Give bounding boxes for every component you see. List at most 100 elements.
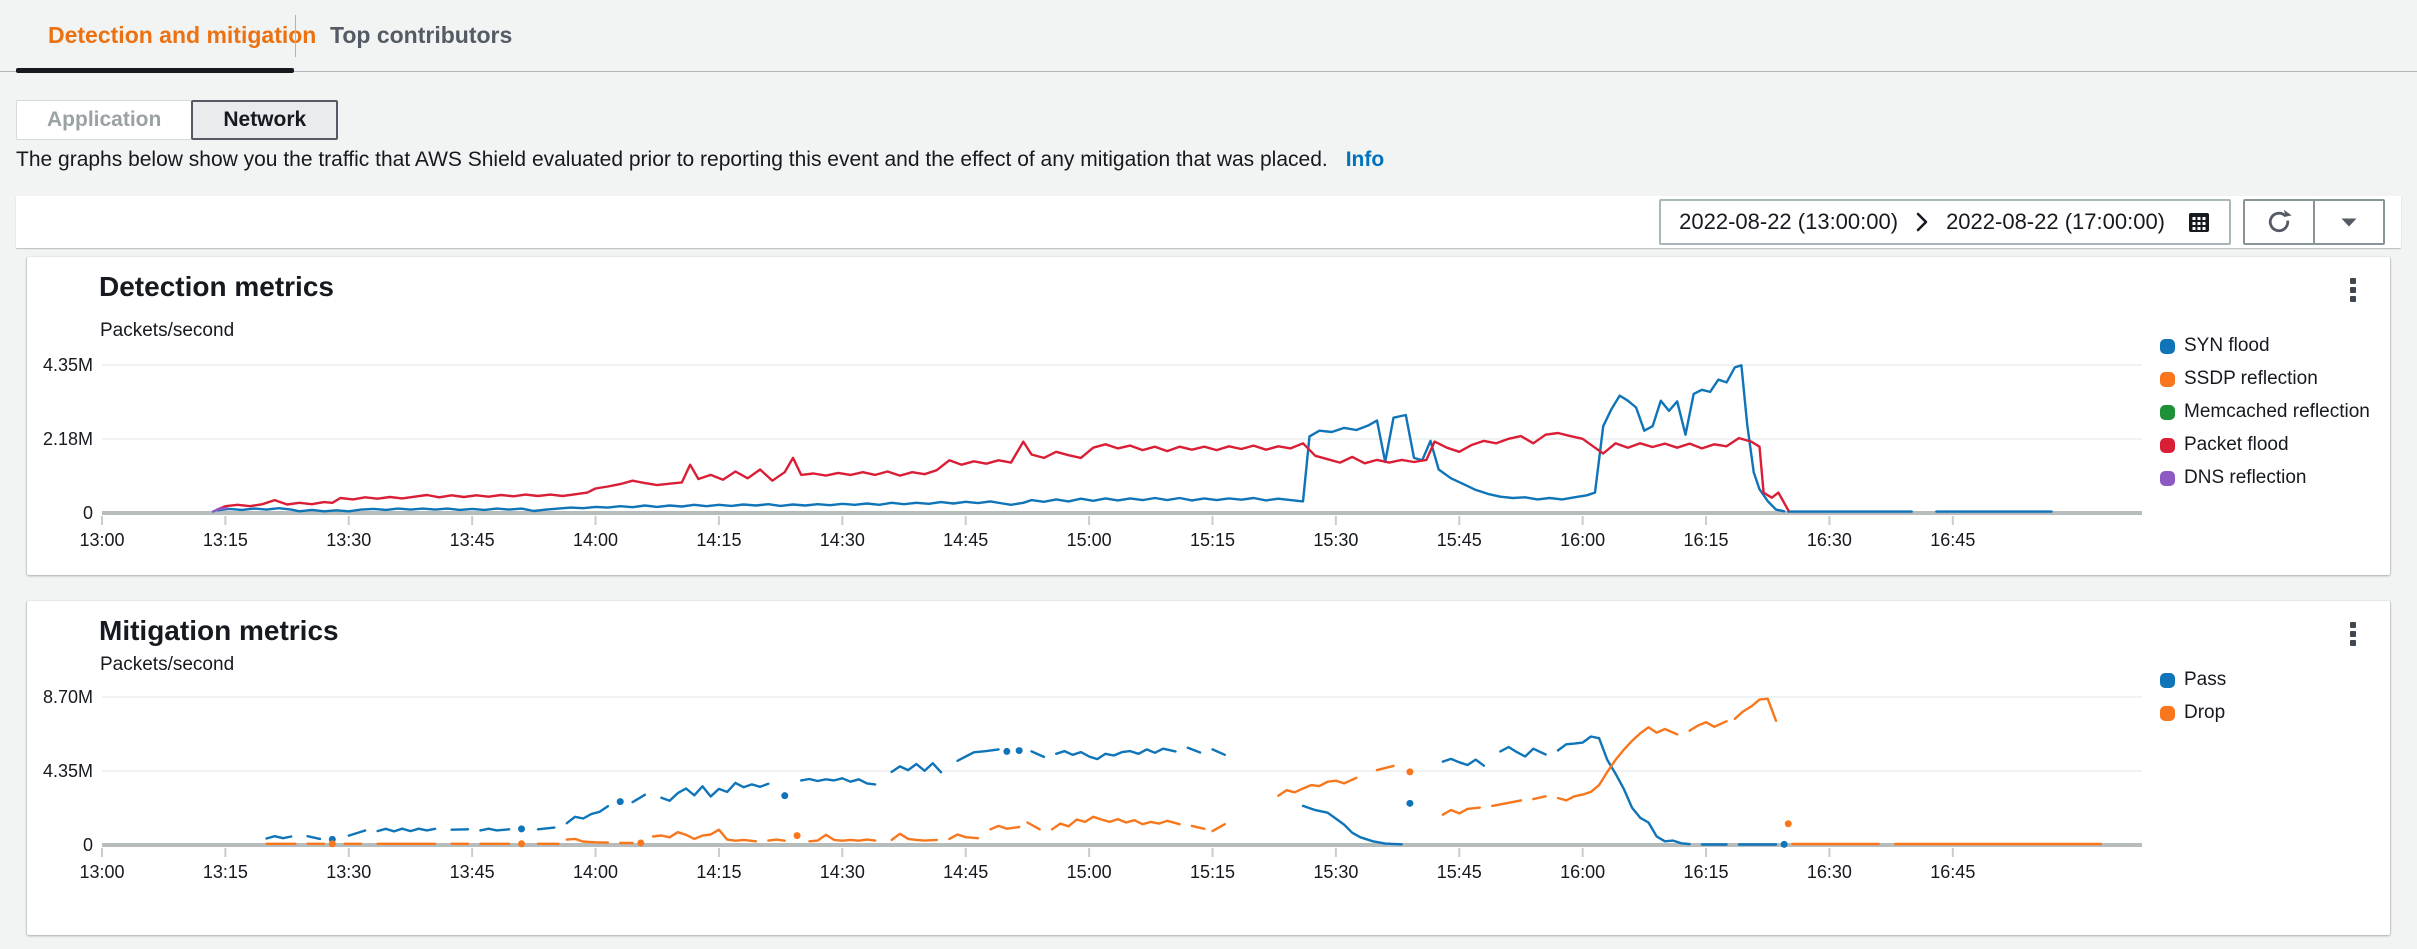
series-line-drop [808, 833, 877, 843]
series-line-drop [890, 832, 939, 842]
network-toggle-button[interactable]: Network [191, 100, 339, 140]
series-line-pass [800, 777, 877, 786]
x-tick-label: 14:00 [573, 862, 618, 882]
series-line-drop [1556, 726, 1679, 802]
legend-swatch [2160, 437, 2175, 453]
detection-chart: 13:00 13:15 13:30 13:45 14:00 14:15 14:30 14:45… [43, 320, 2142, 550]
x-tick-label: 16:30 [1807, 862, 1852, 882]
series-line-pass [1499, 745, 1547, 758]
series-line-pass [1186, 746, 1202, 754]
series-line-pass [1054, 747, 1177, 761]
series-line-drop [1211, 822, 1227, 833]
series-dot-pass [1780, 840, 1788, 848]
legend-item-packet-flood[interactable]: Packet flood [2160, 434, 2370, 456]
mitigation-menu-ellipsis-button[interactable] [2340, 619, 2366, 649]
x-tick-label: 13:15 [203, 530, 248, 550]
series-dot-drop [328, 840, 336, 848]
y-tick-label: 4.35M [43, 355, 93, 375]
legend-swatch [2160, 672, 2175, 688]
x-tick-label: 13:00 [79, 862, 124, 882]
legend-item-memcached-reflection[interactable]: Memcached reflection [2160, 401, 2370, 423]
legend-item-syn-flood[interactable]: SYN flood [2160, 335, 2370, 357]
x-tick-label: 14:30 [820, 530, 865, 550]
series-line-pass [631, 793, 647, 804]
y-tick-label: 0 [83, 835, 93, 855]
legend-item-dns-reflection[interactable]: DNS reflection [2160, 467, 2370, 489]
mitigation-legend: Pass Drop [2160, 669, 2226, 724]
series-line-pass [479, 827, 511, 832]
legend-item-ssdp-reflection[interactable]: SSDP reflection [2160, 368, 2370, 390]
series-line-pass [265, 834, 293, 840]
series-line-pass [376, 827, 437, 833]
series-line-pass [536, 826, 556, 831]
legend-swatch [2160, 371, 2175, 387]
x-tick-label: 14:45 [943, 530, 988, 550]
refresh-button[interactable] [2243, 199, 2315, 245]
tab-detection-and-mitigation[interactable]: Detection and mitigation [48, 22, 317, 48]
mitigation-chart: 13:00 13:15 13:30 13:45 14:00 14:15 14:30 14:45… [43, 654, 2142, 882]
x-tick-label: 13:00 [79, 530, 124, 550]
end-date-value: 2022-08-22 (17:00:00) [1946, 209, 2165, 234]
calendar-icon [2187, 210, 2211, 234]
application-toggle-button[interactable]: Application [16, 100, 193, 140]
page-description: The graphs below show you the traffic th… [16, 148, 1384, 172]
y-tick-label: 4.35M [43, 761, 93, 781]
x-tick-label: 16:00 [1560, 862, 1605, 882]
x-tick-label: 14:15 [696, 862, 741, 882]
series-line-pass [1441, 757, 1486, 767]
active-tab-underline [16, 68, 294, 73]
series-line-drop [1190, 824, 1206, 831]
x-tick-label: 16:15 [1684, 530, 1729, 550]
series-dot-drop [793, 832, 801, 840]
series-line-pass [1030, 750, 1046, 759]
x-tick-label: 14:45 [943, 862, 988, 882]
legend-swatch [2160, 404, 2175, 420]
series-line-drop [1490, 799, 1523, 808]
legend-item-drop[interactable]: Drop [2160, 702, 2226, 724]
series-dot-drop [518, 840, 526, 848]
x-tick-label: 15:30 [1313, 862, 1358, 882]
series-line-drop [989, 824, 1021, 831]
series-dot-pass [518, 825, 526, 833]
series-line-pass [1301, 804, 1403, 846]
time-range-options-button[interactable] [2313, 199, 2385, 245]
y-axis-unit-label: Packets/second [100, 320, 234, 341]
x-tick-label: 13:30 [326, 862, 371, 882]
series-line-drop [1026, 821, 1041, 831]
x-tick-label: 15:45 [1437, 862, 1482, 882]
caret-down-icon [2340, 217, 2358, 228]
y-tick-label: 2.18M [43, 429, 93, 449]
series-line-drop [1532, 795, 1547, 801]
tab-top-contributors[interactable]: Top contributors [330, 22, 513, 48]
x-tick-label: 16:30 [1807, 530, 1852, 550]
series-line-drop [1277, 776, 1358, 797]
series-line-drop [948, 833, 980, 841]
series-dot-drop [637, 839, 645, 847]
date-range-picker[interactable]: 2022-08-22 (13:00:00) 2022-08-22 (17:00:… [1659, 199, 2231, 245]
x-tick-label: 15:45 [1437, 530, 1482, 550]
detection-metrics-card: 13:00 13:15 13:30 13:45 14:00 14:15 14:30 14:45… [27, 257, 2390, 575]
legend-item-pass[interactable]: Pass [2160, 669, 2226, 691]
series-dot-pass [1015, 747, 1023, 755]
start-date-value: 2022-08-22 (13:00:00) [1679, 209, 1899, 234]
x-tick-label: 16:00 [1560, 530, 1605, 550]
series-line-pass [956, 748, 1000, 763]
y-tick-label: 8.70M [43, 687, 93, 707]
series-line-pass [890, 762, 943, 774]
series-line-drop [767, 838, 786, 842]
series-dot-drop [1406, 768, 1414, 776]
mitigation-card-title: Mitigation metrics [99, 615, 339, 646]
x-tick-label: 15:00 [1067, 530, 1112, 550]
detection-menu-ellipsis-button[interactable] [2340, 275, 2366, 305]
x-tick-label: 15:30 [1313, 530, 1358, 550]
description-text: The graphs below show you the traffic th… [16, 148, 1328, 171]
series-dot-pass [1003, 747, 1011, 755]
refresh-icon [2265, 208, 2293, 236]
x-tick-label: 13:45 [450, 862, 495, 882]
y-axis-unit-label: Packets/second [100, 654, 234, 675]
x-tick-label: 16:15 [1684, 862, 1729, 882]
series-line-pass [347, 829, 367, 837]
info-link[interactable]: Info [1345, 148, 1385, 171]
tab-divider [295, 15, 296, 57]
